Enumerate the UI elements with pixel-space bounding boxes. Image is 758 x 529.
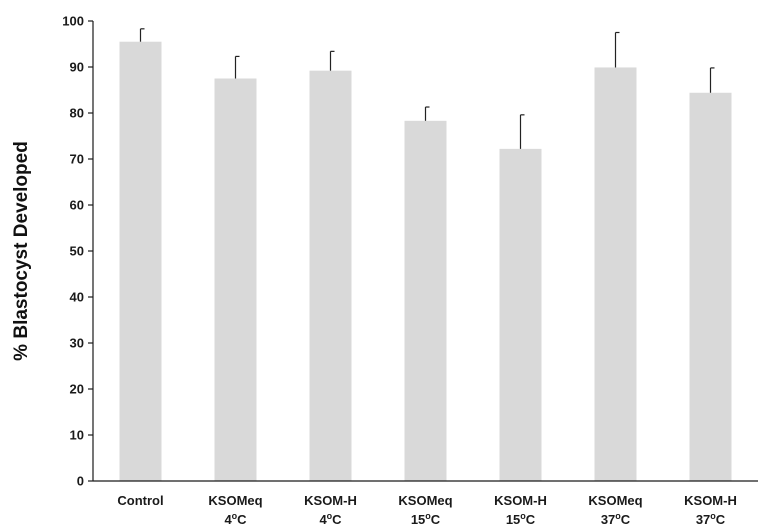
x-tick-label: KSOMeq — [208, 493, 262, 508]
y-tick-label: 40 — [70, 290, 84, 305]
x-tick-label-temperature: 15oC — [411, 511, 441, 527]
x-tick-label-temperature: 15oC — [506, 511, 536, 527]
y-tick-label: 30 — [70, 336, 84, 351]
bar — [689, 92, 732, 481]
y-tick-label: 60 — [70, 198, 84, 213]
bars — [119, 41, 732, 482]
x-tick-label: Control — [117, 493, 163, 508]
y-tick-label: 0 — [77, 474, 84, 489]
y-tick-label: 80 — [70, 106, 84, 121]
y-axis-ticks: 0 10 20 30 40 50 60 70 80 90 100 — [62, 14, 93, 489]
bar — [309, 70, 352, 482]
x-axis-labels: Control KSOMeq 4oC KSOM-H 4oC KSOMeq 15oC KSOM-… — [117, 493, 736, 527]
x-tick-label: KSOM-H — [494, 493, 547, 508]
x-tick-label-temperature: 37oC — [601, 511, 631, 527]
bar — [214, 78, 257, 481]
y-axis-title: % Blastocyst Developed — [11, 141, 32, 361]
x-tick-label-temperature: 4oC — [319, 511, 342, 527]
x-tick-label-temperature: 37oC — [696, 511, 726, 527]
x-tick-label: KSOM-H — [304, 493, 357, 508]
bar — [404, 120, 447, 481]
x-tick-label: KSOM-H — [684, 493, 737, 508]
y-tick-label: 20 — [70, 382, 84, 397]
y-tick-label: 90 — [70, 60, 84, 75]
x-tick-label-temperature: 4oC — [224, 511, 247, 527]
x-tick-label: KSOMeq — [588, 493, 642, 508]
error-bars — [139, 28, 715, 149]
bar — [594, 67, 637, 482]
y-tick-label: 50 — [70, 244, 84, 259]
x-tick-label: KSOMeq — [398, 493, 452, 508]
bar — [119, 41, 162, 481]
y-tick-label: 100 — [62, 14, 84, 29]
y-tick-label: 10 — [70, 428, 84, 443]
bar — [499, 148, 542, 481]
y-tick-label: 70 — [70, 152, 84, 167]
